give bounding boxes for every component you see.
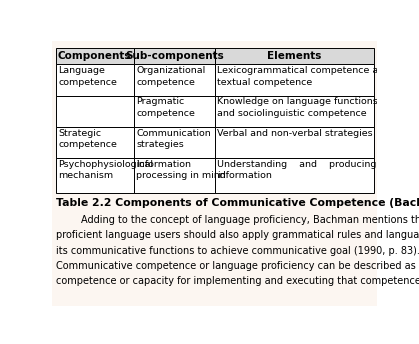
Text: its communicative functions to achieve communicative goal (1990, p. 83).: its communicative functions to achieve c… [56,246,419,256]
Text: Pragmatic
competence: Pragmatic competence [136,97,195,118]
Text: Psychophysiological
mechanism: Psychophysiological mechanism [58,160,153,180]
Bar [56,158,134,193]
Bar [56,127,134,158]
Bar [134,96,215,127]
Text: Organizational
competence: Organizational competence [136,66,205,87]
Text: Elements: Elements [267,51,321,61]
Text: Communication
strategies: Communication strategies [136,129,211,149]
Text: Strategic
competence: Strategic competence [58,129,117,149]
Text: Adding to the concept of language proficiency, Bachman mentions that: Adding to the concept of language profic… [56,215,419,225]
Bar [215,158,374,193]
Text: competence or capacity for implementing and executing that competence in: competence or capacity for implementing … [56,276,419,286]
Bar [134,127,215,158]
Text: Information
processing in mind: Information processing in mind [136,160,226,180]
Text: Lexicogrammatical competence and
textual competence: Lexicogrammatical competence and textual… [217,66,391,87]
Bar [56,64,134,96]
Text: proficient language users should also apply grammatical rules and language use o: proficient language users should also ap… [56,230,419,240]
Text: Verbal and non-verbal strategies: Verbal and non-verbal strategies [217,129,373,138]
Bar [56,96,134,127]
Bar [134,158,215,193]
Text: Language
competence: Language competence [58,66,117,87]
Bar [215,127,374,158]
Text: Components: Components [58,51,131,61]
Bar [215,96,374,127]
Bar [134,64,215,96]
Text: Knowledge on language functions
and sociolinguistic competence: Knowledge on language functions and soci… [217,97,378,118]
Bar [215,48,374,64]
Text: Understanding    and    producing
information: Understanding and producing information [217,160,377,180]
Bar [215,64,374,96]
Text: Sub-components: Sub-components [125,51,224,61]
Text: Communicative competence or language proficiency can be described as: Communicative competence or language pro… [56,261,415,271]
Bar [134,48,215,64]
Text: Table 2.2 Components of Communicative Competence (Bachman, 1990, p. 87): Table 2.2 Components of Communicative Co… [56,198,419,208]
Bar [56,48,134,64]
